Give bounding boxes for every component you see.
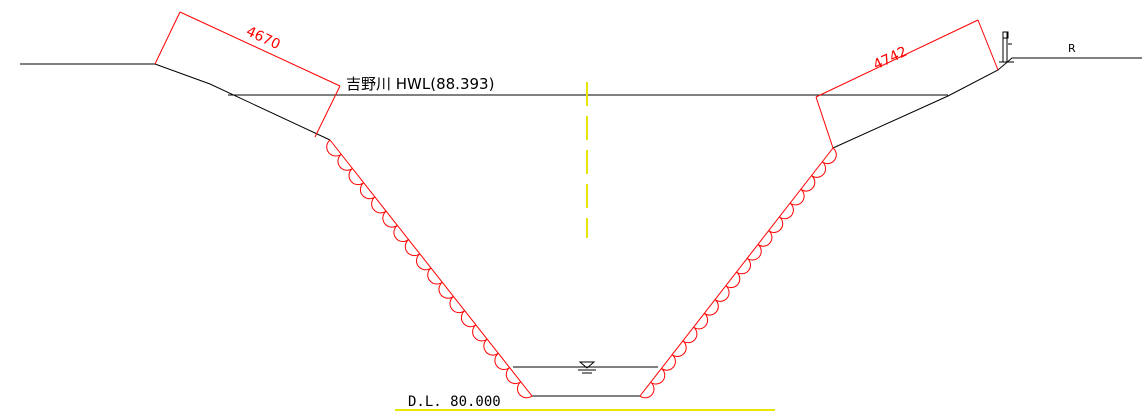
right-slope-dimension-value: 4742 <box>871 44 910 74</box>
datum-label: D.L. 80.000 <box>408 394 501 410</box>
left-slope-dimension-value: 4670 <box>244 24 283 53</box>
left-slope-dimension <box>154 11 341 138</box>
right-revetment <box>639 147 837 399</box>
hwl-label: 吉野川 HWL(88.393) <box>346 75 494 93</box>
right-slope-dimension <box>815 19 999 149</box>
right-marker-label: R <box>1068 42 1076 55</box>
left-ground-line <box>20 63 331 141</box>
water-level-symbol <box>578 361 596 374</box>
left-revetment <box>326 139 533 399</box>
right-marker-post <box>999 31 1014 63</box>
bank-profile <box>20 57 1142 149</box>
